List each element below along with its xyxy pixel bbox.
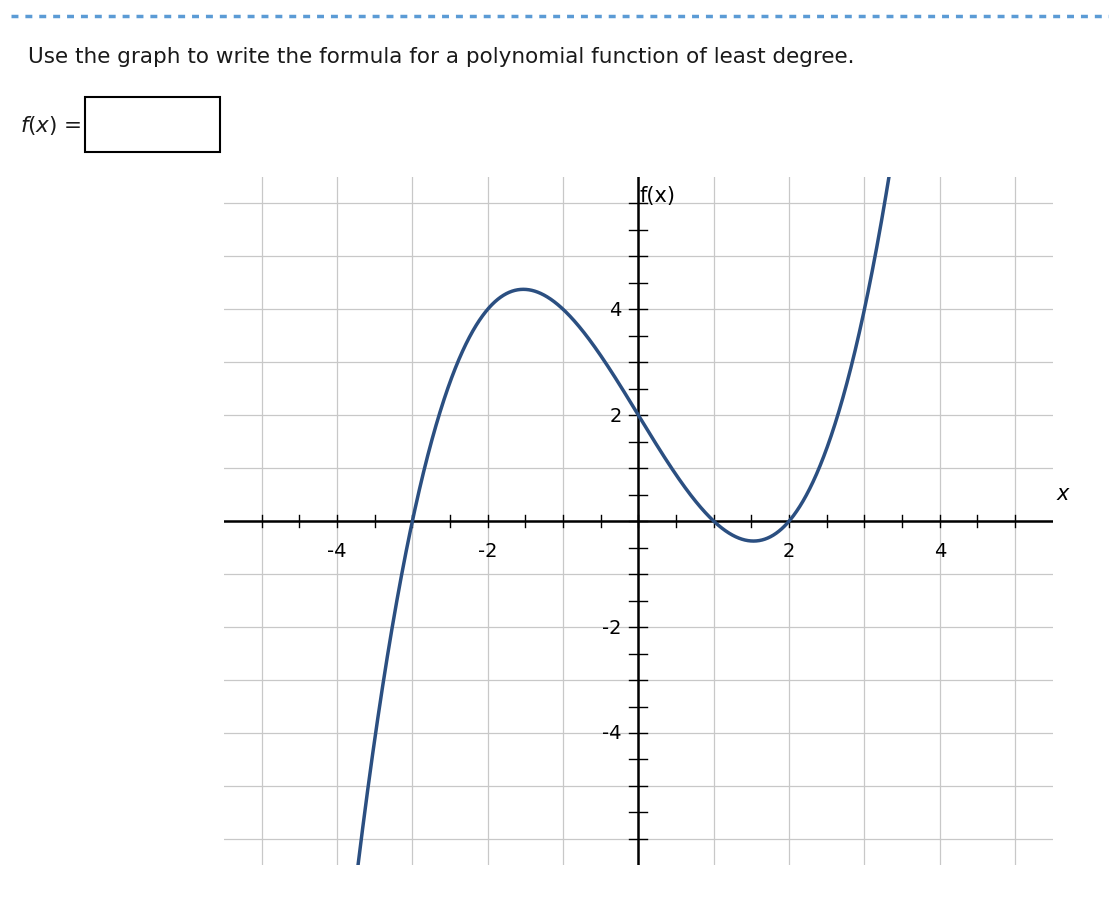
Text: f(x): f(x): [640, 186, 675, 206]
Text: 2: 2: [783, 542, 795, 560]
Text: 4: 4: [609, 301, 622, 320]
Text: -4: -4: [603, 723, 622, 742]
Text: -4: -4: [327, 542, 347, 560]
Text: 4: 4: [934, 542, 946, 560]
Bar: [85, 97, 220, 152]
Text: 2: 2: [609, 406, 622, 425]
Text: Use the graph to write the formula for a polynomial function of least degree.: Use the graph to write the formula for a…: [28, 47, 855, 67]
Text: x: x: [1056, 483, 1068, 503]
Text: $f(x)$ =: $f(x)$ =: [20, 114, 82, 137]
Text: -2: -2: [478, 542, 497, 560]
Text: -2: -2: [603, 618, 622, 637]
